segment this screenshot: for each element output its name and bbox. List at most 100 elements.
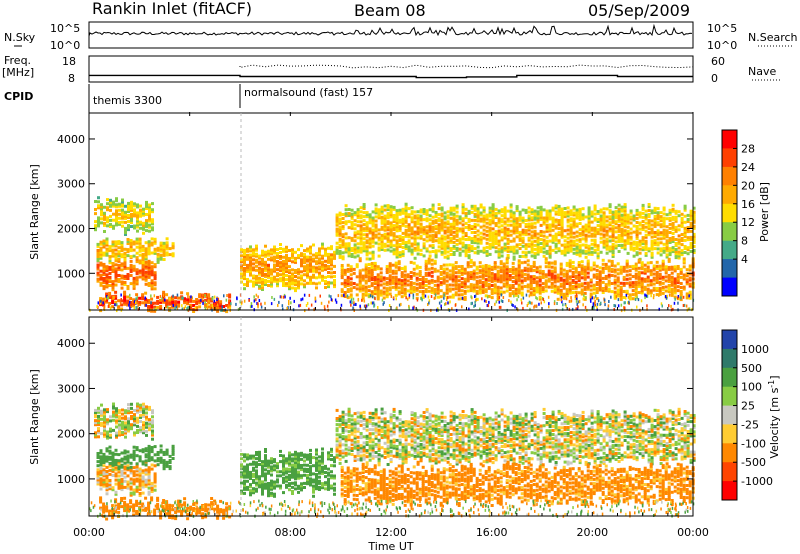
- scatter-cell: [145, 205, 148, 208]
- scatter-cell: [451, 263, 455, 267]
- scatter-cell: [385, 293, 389, 297]
- scatter-speck: [277, 303, 279, 307]
- scatter-cell: [470, 204, 474, 208]
- scatter-cell: [664, 271, 668, 275]
- scatter-cell: [335, 229, 339, 233]
- scatter-cell: [282, 259, 285, 263]
- scatter-cell: [568, 259, 572, 263]
- scatter-cell: [99, 487, 103, 491]
- scatter-cell: [562, 280, 566, 284]
- scatter-cell: [99, 275, 103, 279]
- scatter-cell: [267, 251, 270, 255]
- scatter-cell: [422, 210, 426, 213]
- scatter-cell: [571, 270, 575, 274]
- scatter-speck: [412, 306, 414, 310]
- scatter-cell: [261, 281, 264, 285]
- scatter-cell: [427, 281, 431, 285]
- scatter-cell: [120, 274, 124, 278]
- scatter-cell: [518, 236, 522, 240]
- scatter-cell: [481, 276, 485, 280]
- scatter-cell: [291, 260, 294, 264]
- scatter-cell: [473, 225, 477, 228]
- scatter-cell: [454, 265, 458, 269]
- scatter-cell: [431, 239, 435, 243]
- scatter-speck: [486, 304, 489, 307]
- scatter-cell: [114, 256, 118, 260]
- scatter-cell: [434, 225, 438, 229]
- scatter-cell: [574, 276, 578, 280]
- scatter-cell: [389, 245, 393, 249]
- scatter-speck: [522, 296, 525, 300]
- scatter-speck: [257, 305, 259, 309]
- scatter-cell: [379, 275, 383, 279]
- scatter-speck: [438, 295, 441, 299]
- scatter-speck: [502, 296, 505, 299]
- scatter-cell: [683, 208, 687, 212]
- scatter-cell: [551, 208, 555, 212]
- scatter-cell: [449, 212, 453, 216]
- scatter-cell: [445, 287, 449, 291]
- scatter-cell: [132, 300, 136, 304]
- scatter-cell: [365, 251, 369, 255]
- scatter-cell: [551, 218, 555, 222]
- scatter-cell: [153, 275, 157, 279]
- scatter-cell: [347, 246, 351, 250]
- scatter-cell: [526, 289, 530, 293]
- scatter-cell: [464, 234, 468, 237]
- scatter-cell: [376, 265, 380, 269]
- scatter-cell: [136, 219, 139, 223]
- scatter-cell: [362, 215, 366, 219]
- scatter-cell: [544, 283, 548, 287]
- scatter-cell: [457, 297, 461, 301]
- scatter-cell: [671, 236, 675, 239]
- scatter-cell: [655, 270, 659, 274]
- scatter-cell: [689, 246, 693, 249]
- scatter-cell: [415, 286, 419, 290]
- scatter-cell: [560, 225, 564, 229]
- scatter-cell: [628, 285, 632, 289]
- scatter-speck: [352, 297, 355, 301]
- scatter-cell: [353, 223, 357, 227]
- scatter-cell: [279, 279, 282, 283]
- scatter-cell: [466, 263, 470, 267]
- scatter-cell: [586, 261, 590, 265]
- scatter-cell: [376, 285, 380, 289]
- scatter-cell: [112, 200, 115, 204]
- scatter-cell: [574, 280, 578, 284]
- scatter-cell: [509, 205, 513, 209]
- scatter-cell: [165, 247, 169, 251]
- scatter-cell: [584, 237, 588, 241]
- scatter-speck: [253, 295, 255, 299]
- scatter-cell: [467, 254, 471, 258]
- scatter-cell: [491, 241, 495, 245]
- scatter-cell: [303, 261, 306, 265]
- scatter-cell: [473, 235, 477, 238]
- scatter-cell: [497, 241, 501, 245]
- scatter-cell: [129, 241, 133, 244]
- scatter-cell: [539, 230, 543, 233]
- scatter-cell: [617, 235, 621, 239]
- scatter-cell: [530, 236, 534, 240]
- scatter-cell: [394, 263, 398, 267]
- scatter-cell: [452, 244, 456, 248]
- scatter-cell: [635, 212, 639, 216]
- scatter-cell: [383, 204, 387, 208]
- scatter-cell: [195, 306, 199, 310]
- scatter-cell: [679, 290, 683, 293]
- scatter-cell: [517, 285, 521, 289]
- scatter-cell: [376, 293, 380, 297]
- scatter-cell: [147, 261, 151, 265]
- scatter-cell: [303, 265, 306, 269]
- scatter-cell: [457, 279, 461, 283]
- scatter-cell: [475, 275, 479, 279]
- scatter-cell: [138, 253, 142, 257]
- scatter-cell: [330, 253, 333, 257]
- scatter-cell: [147, 273, 151, 277]
- scatter-cell: [509, 239, 513, 243]
- scatter-cell: [385, 287, 389, 291]
- scatter-cell: [586, 275, 590, 279]
- scatter-cell: [623, 221, 627, 225]
- scatter-cell: [130, 218, 133, 222]
- scatter-cell: [412, 273, 416, 277]
- scatter-cell: [303, 279, 306, 283]
